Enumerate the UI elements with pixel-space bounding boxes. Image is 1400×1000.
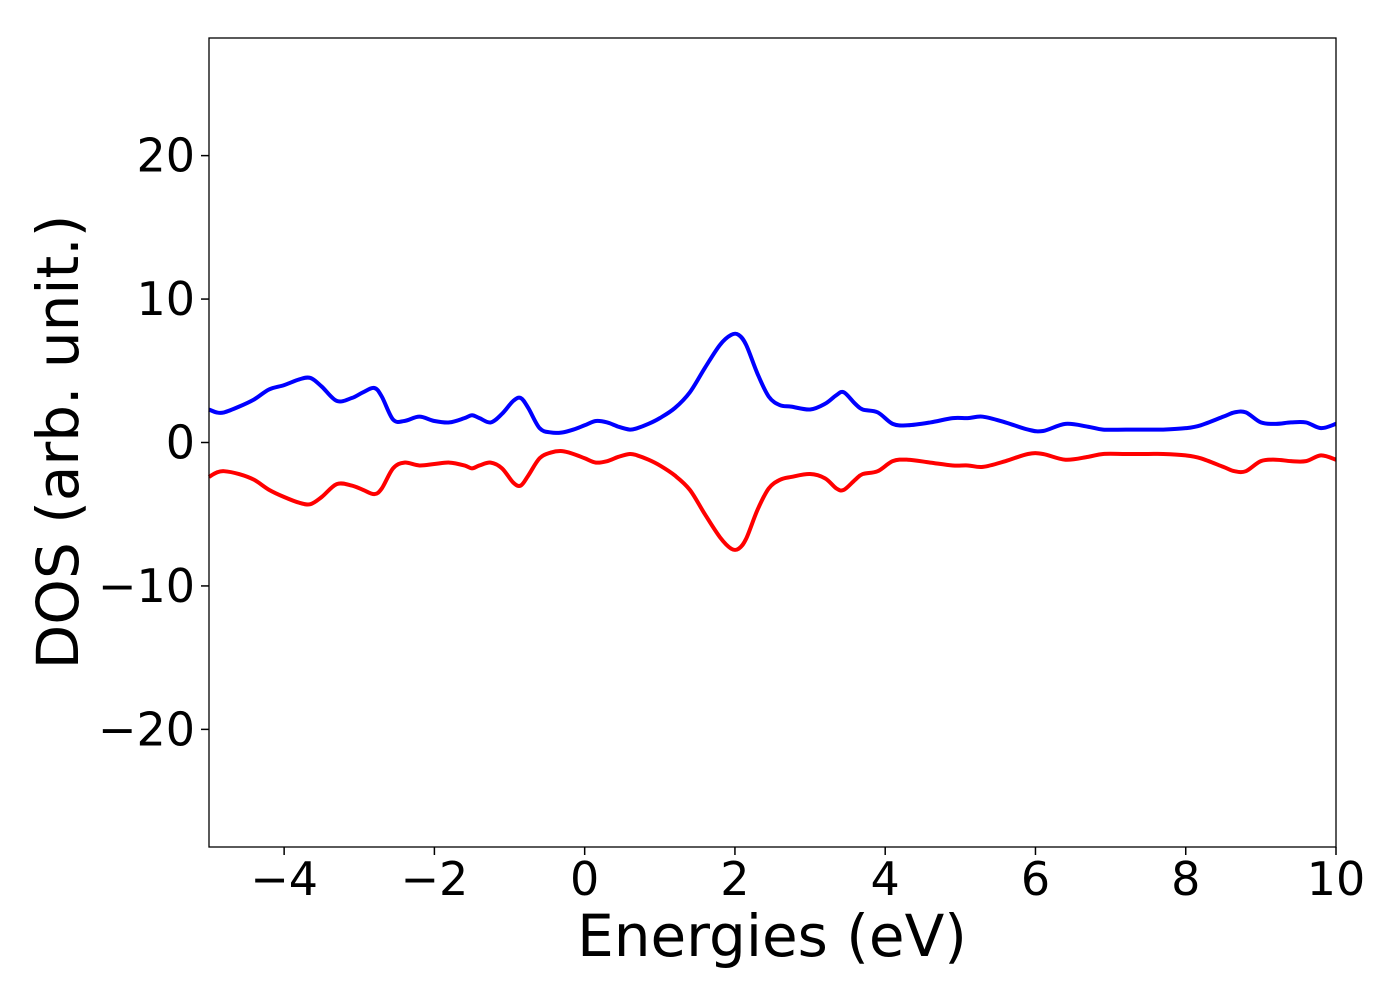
y-tick-label: 10 — [136, 272, 195, 326]
series-line-1 — [208, 331, 1337, 435]
x-tick-label: 6 — [1021, 852, 1050, 906]
y-axis-label: DOS (arb. unit.) — [24, 215, 92, 670]
y-ticks: −20 −10 0 10 20 — [98, 129, 209, 756]
x-axis-label: Energies (eV) — [577, 902, 967, 970]
series-layer — [207, 331, 1337, 552]
y-tick-label: −10 — [98, 559, 195, 613]
x-tick-label: 8 — [1171, 852, 1200, 906]
x-tick-label: 2 — [720, 852, 749, 906]
x-ticks: −4 −2 0 2 4 6 8 10 — [250, 847, 1365, 906]
series-line-2 — [207, 449, 1337, 552]
y-tick-label: 20 — [136, 129, 195, 183]
y-tick-label: −20 — [98, 702, 195, 756]
plot-frame — [208, 37, 1337, 848]
x-tick-label: 4 — [871, 852, 900, 906]
x-tick-label: −4 — [250, 852, 318, 906]
x-tick-label: −2 — [400, 852, 468, 906]
x-tick-label: 10 — [1307, 852, 1366, 906]
x-tick-label: 0 — [570, 852, 599, 906]
y-tick-label: 0 — [166, 416, 195, 470]
